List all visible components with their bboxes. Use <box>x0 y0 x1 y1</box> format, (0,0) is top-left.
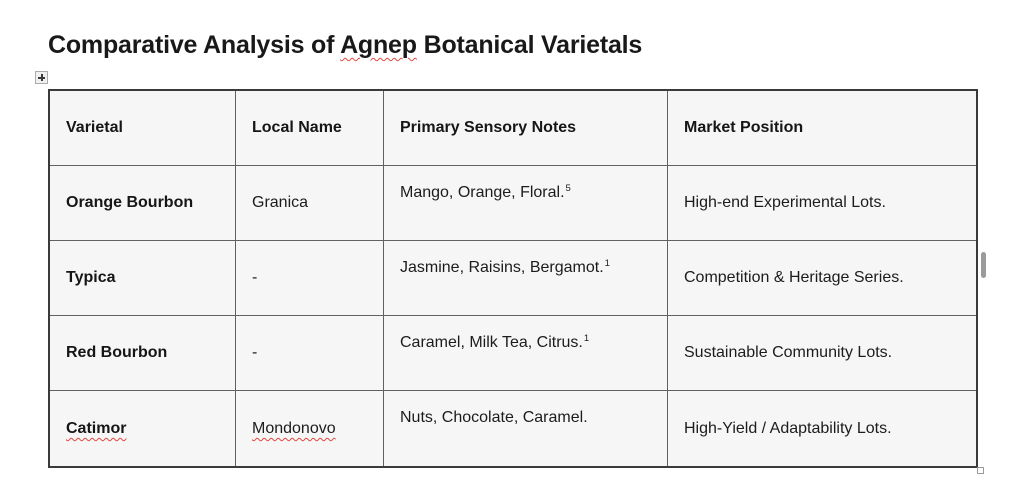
cell-sensory-notes[interactable]: Nuts, Chocolate, Caramel. <box>384 391 668 466</box>
varietal-misspelled-text[interactable]: Catimor <box>66 419 127 437</box>
column-header-local-name[interactable]: Local Name <box>236 91 384 166</box>
notes-text[interactable]: Nuts, Chocolate, Caramel. <box>400 409 588 426</box>
column-header-sensory-notes[interactable]: Primary Sensory Notes <box>384 91 668 166</box>
cell-market-position[interactable]: High-Yield / Adaptability Lots. <box>684 419 892 437</box>
cell-local-name[interactable]: - <box>236 241 384 316</box>
cell-varietal[interactable]: Catimor <box>50 391 236 466</box>
notes-text[interactable]: Mango, Orange, Floral. <box>400 184 565 201</box>
title-text-before[interactable]: Comparative Analysis of <box>48 30 341 59</box>
table-resize-handle[interactable] <box>977 467 984 474</box>
cell-local-name[interactable]: Mondonovo <box>236 391 384 466</box>
footnote-marker[interactable]: 1 <box>583 333 590 344</box>
notes-text[interactable]: Jasmine, Raisins, Bergamot. <box>400 259 604 276</box>
title-text-after[interactable]: Botanical Varietals <box>416 30 643 59</box>
cell-local-name[interactable]: - <box>236 316 384 391</box>
cell-local-name[interactable]: Granica <box>236 166 384 241</box>
move-cross-icon <box>36 72 47 83</box>
cell-varietal[interactable]: Orange Bourbon <box>50 166 236 241</box>
footnote-marker[interactable]: 5 <box>565 183 571 194</box>
cell-market-position[interactable]: Sustainable Community Lots. <box>668 316 976 391</box>
cell-varietal[interactable]: Red Bourbon <box>50 316 236 391</box>
local-name-misspelled-text[interactable]: Mondonovo <box>252 419 336 437</box>
cell-market-position[interactable]: Competition & Heritage Series. <box>668 241 976 316</box>
scrollbar-thumb[interactable] <box>981 252 986 278</box>
varietal-table: Varietal Local Name Primary Sensory Note… <box>48 89 978 468</box>
column-header-varietal[interactable]: Varietal <box>50 91 236 166</box>
notes-text[interactable]: Caramel, Milk Tea, Citrus. <box>400 334 583 351</box>
document-title[interactable]: Comparative Analysis of Agnep Botanical … <box>48 31 642 60</box>
footnote-marker[interactable]: 1 <box>604 258 610 269</box>
cell-varietal[interactable]: Typica <box>50 241 236 316</box>
cell-sensory-notes[interactable]: Caramel, Milk Tea, Citrus. 1 <box>384 316 668 391</box>
cell-market-position[interactable]: High-end Experimental Lots. <box>668 166 976 241</box>
table-move-handle[interactable] <box>35 71 48 84</box>
column-header-market-position[interactable]: Market Position <box>668 91 976 166</box>
cell-sensory-notes[interactable]: Mango, Orange, Floral. 5 <box>384 166 668 241</box>
cell-sensory-notes[interactable]: Jasmine, Raisins, Bergamot. 1 <box>384 241 668 316</box>
title-misspelled-word[interactable]: Agnep <box>340 30 417 59</box>
